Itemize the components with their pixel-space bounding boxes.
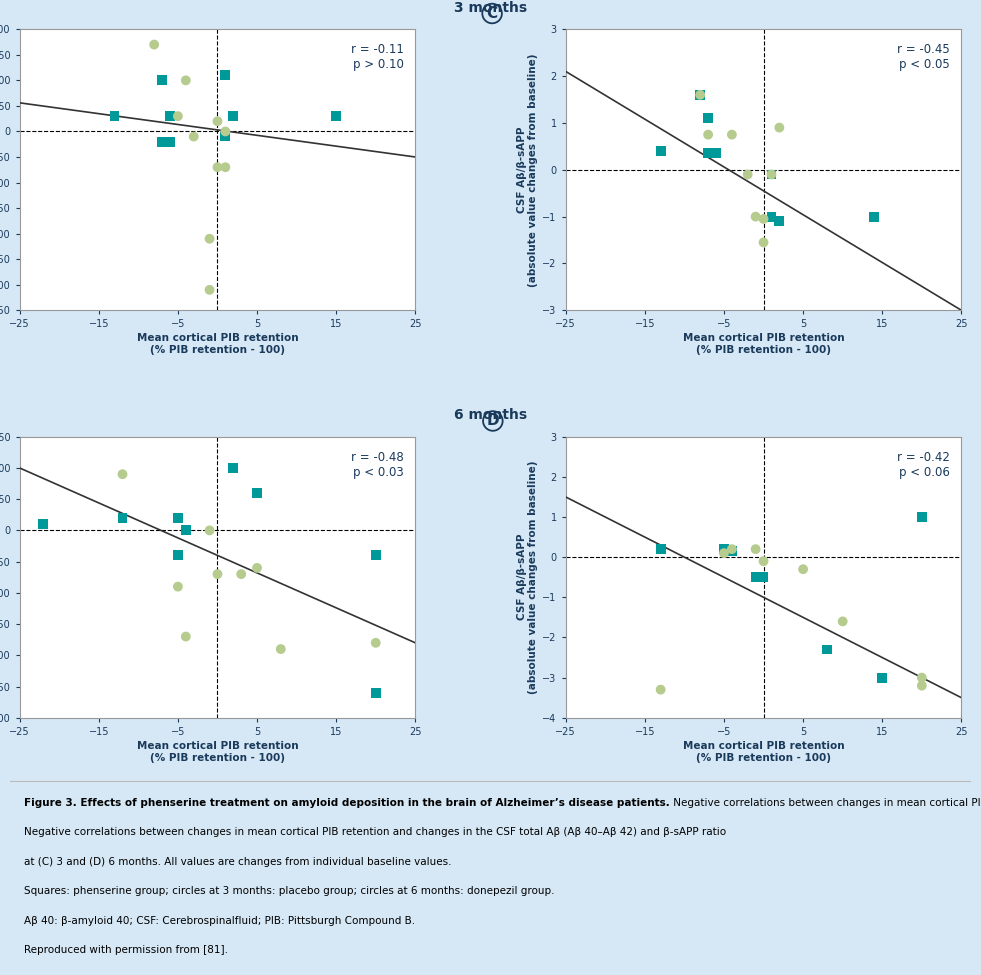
Point [771,120,787,136]
Point [652,541,668,557]
Point [178,629,193,644]
X-axis label: Mean cortical PIB retention
(% PIB retention - 100): Mean cortical PIB retention (% PIB reten… [136,333,298,355]
Point [170,510,185,526]
Point [146,37,162,53]
Text: Squares: phenserine group; circles at 3 months: placebo group; circles at 6 mont: Squares: phenserine group; circles at 3 … [25,886,554,896]
Point [700,127,716,142]
Point [218,124,233,139]
Point [914,678,930,693]
Text: r = -0.42
p < 0.06: r = -0.42 p < 0.06 [897,450,950,479]
Point [755,569,771,585]
Point [210,113,226,129]
Point [154,134,170,149]
Point [700,110,716,126]
Text: C: C [487,6,497,21]
Point [866,209,882,224]
Point [748,209,763,224]
Point [233,566,249,582]
Text: 3 months: 3 months [454,1,527,15]
Point [35,517,51,532]
Point [210,159,226,175]
Point [162,108,178,124]
Point [652,143,668,159]
Point [771,214,787,229]
Point [249,560,265,575]
Point [835,613,851,629]
Point [763,167,779,182]
Point [170,579,185,595]
Point [329,108,344,124]
Point [874,670,890,685]
Text: at (C) 3 and (D) 6 months. All values are changes from individual baseline value: at (C) 3 and (D) 6 months. All values ar… [25,857,451,867]
Point [763,167,779,182]
X-axis label: Mean cortical PIB retention
(% PIB retention - 100): Mean cortical PIB retention (% PIB reten… [136,741,298,762]
Text: Reproduced with permission from [81].: Reproduced with permission from [81]. [25,946,229,956]
Point [178,72,193,88]
Point [368,635,384,650]
Point [693,87,708,102]
Point [708,145,724,161]
Point [819,642,835,657]
Point [724,543,740,559]
Text: r = -0.11
p > 0.10: r = -0.11 p > 0.10 [350,43,403,71]
Point [693,87,708,102]
Point [170,108,185,124]
Point [755,212,771,227]
Point [249,486,265,501]
Text: D: D [487,413,499,428]
Point [724,127,740,142]
Text: Figure 3. Effects of phenserine treatment on amyloid deposition in the brain of : Figure 3. Effects of phenserine treatmen… [25,798,670,808]
Point [202,282,218,297]
Text: 6 months: 6 months [454,409,527,422]
Point [170,548,185,564]
Point [652,682,668,697]
Point [724,541,740,557]
Point [185,129,201,144]
Point [218,67,233,83]
Text: Negative correlations between changes in mean cortical PIB retention and changes: Negative correlations between changes in… [670,798,981,808]
Point [226,108,241,124]
Point [716,541,732,557]
Point [115,466,130,482]
Point [218,159,233,175]
Point [763,209,779,224]
Point [107,108,123,124]
Point [748,541,763,557]
X-axis label: Mean cortical PIB retention
(% PIB retention - 100): Mean cortical PIB retention (% PIB reten… [683,333,845,355]
Point [716,545,732,561]
Point [162,134,178,149]
Text: Negative correlations between changes in mean cortical PIB retention and changes: Negative correlations between changes in… [25,828,726,838]
Point [154,72,170,88]
Point [755,554,771,569]
Point [115,510,130,526]
Text: Aβ 40: β-amyloid 40; CSF: Cerebrospinalfluid; PIB: Pittsburgh Compound B.: Aβ 40: β-amyloid 40; CSF: Cerebrospinalf… [25,916,415,926]
Point [178,523,193,538]
Point [202,231,218,247]
Point [914,509,930,525]
Point [218,129,233,144]
Point [796,562,811,577]
Y-axis label: CSF Aβ/β-sAPP
(absolute value changes from baseline): CSF Aβ/β-sAPP (absolute value changes fr… [517,53,539,287]
Point [202,523,218,538]
Point [226,460,241,476]
Point [273,642,288,657]
Text: r = -0.45
p < 0.05: r = -0.45 p < 0.05 [897,43,950,71]
Point [368,685,384,701]
Point [748,569,763,585]
Point [700,145,716,161]
Point [914,670,930,685]
Point [755,235,771,251]
Point [210,566,226,582]
Point [740,167,755,182]
Y-axis label: CSF Aβ/β-sAPP
(absolute value changes from baseline): CSF Aβ/β-sAPP (absolute value changes fr… [517,460,539,694]
Point [368,548,384,564]
X-axis label: Mean cortical PIB retention
(% PIB retention - 100): Mean cortical PIB retention (% PIB reten… [683,741,845,762]
Text: r = -0.48
p < 0.03: r = -0.48 p < 0.03 [350,450,403,479]
